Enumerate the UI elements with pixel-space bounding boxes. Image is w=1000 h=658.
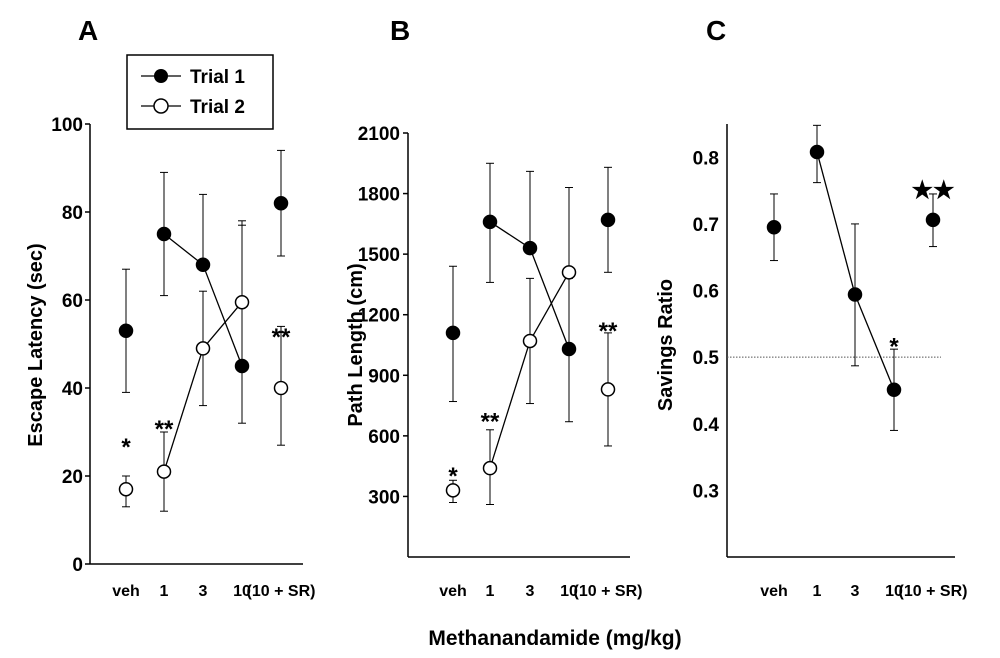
panel-c-x-tick-label: (10 + SR): [899, 583, 968, 600]
panel-a-significance-marker: **: [272, 324, 291, 351]
panel-c-series-1: [766, 124, 941, 431]
panel-a-letter: A: [78, 15, 98, 46]
panel-a-point-trial-1: [273, 195, 289, 211]
x-axis-label: Methanandamide (mg/kg): [428, 627, 681, 650]
panel-b-x-tick-label: 1: [486, 583, 495, 600]
panel-c-x-tick-label: 1: [813, 583, 822, 600]
panel-a-y-tick-label: 20: [62, 467, 83, 488]
panel-b-point-trial-1: [482, 214, 498, 230]
panel-a-point-trial-2: [118, 481, 134, 497]
panel-a-series-line: [163, 233, 204, 266]
panel-b-point-trial-1: [522, 240, 538, 256]
panel-a-series-line: [163, 348, 204, 472]
panel-b-y-tick-label: 1500: [358, 245, 400, 266]
panel-c-significance-marker: *: [889, 334, 899, 361]
panel-b-point-trial-2: [561, 265, 577, 280]
panel-b-x-tick-label: 3: [526, 583, 535, 600]
panel-a-significance-marker: **: [155, 416, 174, 443]
panel-c-point-trial-1: [886, 382, 902, 398]
panel-a-point-trial-1: [156, 226, 172, 242]
panel-a-y-tick-label: 0: [72, 555, 83, 576]
panel-b-point-trial-2: [522, 333, 538, 349]
panel-b-series-line: [489, 221, 531, 249]
panel-c-y-tick-label: 0.6: [693, 282, 719, 303]
panel-b-series-line: [529, 271, 570, 342]
panel-a-point-trial-2: [273, 380, 289, 396]
panel-a-point-trial-1: [195, 257, 211, 273]
legend: Trial 1 Trial 2: [126, 54, 274, 130]
panel-a-series-line: [202, 264, 243, 367]
panel-a-y-tick-label: 40: [62, 379, 83, 400]
panel-b-x-tick-label: (10 + SR): [574, 583, 643, 600]
panel-c-point-trial-1: [925, 212, 941, 228]
panel-a: A 0 20 40 60 80 100 veh 1 3 10(10 + SR) Escape Late…: [25, 15, 315, 600]
panel-c: C 0.3 0.4 0.5 0.6 0.7 0.8 veh 1 3 10(10 + SR) Savin…: [655, 15, 967, 600]
panel-c-letter: C: [706, 15, 726, 46]
panel-a-point-trial-1: [118, 323, 134, 339]
panel-b-y-tick-label: 2100: [358, 124, 400, 145]
panel-c-significance-marker: ★★: [911, 177, 955, 204]
panel-c-point-trial-1: [809, 144, 825, 160]
panel-a-series-2: [118, 224, 289, 512]
panel-a-point-trial-2: [156, 464, 172, 479]
panel-a-point-trial-1: [234, 358, 250, 374]
panel-b-y-tick-label: 1800: [358, 185, 400, 206]
panel-c-y-tick-label: 0.4: [693, 415, 720, 436]
panel-a-x-tick-label: veh: [112, 583, 140, 600]
panel-a-significance-marker: *: [121, 434, 131, 461]
panel-c-x-tick-label: 10: [885, 583, 903, 600]
panel-b-significance-marker: **: [481, 409, 500, 436]
panel-b-point-trial-2: [600, 382, 616, 397]
panel-a-y-tick-label: 60: [62, 291, 83, 312]
panel-c-point-trial-1: [766, 220, 782, 235]
legend-label-trial-2: Trial 2: [190, 97, 245, 118]
panel-b-series-2: [445, 187, 616, 506]
panel-a-x-tick-label: 3: [199, 583, 208, 600]
panel-a-x-tick-label: 1: [160, 583, 169, 600]
panel-b-point-trial-1: [445, 325, 461, 341]
panel-b-series-line: [489, 340, 531, 469]
panel-c-x-tick-label: 3: [851, 583, 860, 600]
panel-c-y-tick-label: 0.5: [693, 348, 720, 369]
panel-b-series-line: [529, 247, 570, 350]
panel-b-point-trial-2: [445, 483, 461, 498]
panel-b-y-tick-label: 300: [368, 487, 400, 508]
panel-b-y-axis-label: Path Length (cm): [345, 263, 367, 426]
panel-c-y-tick-label: 0.3: [693, 481, 719, 502]
panel-a-y-axis-label: Escape Latency (sec): [25, 243, 47, 446]
panel-b-point-trial-1: [561, 341, 577, 357]
panel-b-x-tick-label: veh: [439, 583, 467, 600]
panel-a-series-line: [202, 301, 243, 349]
panel-c-series-line: [854, 294, 895, 391]
panel-b-significance-marker: **: [599, 318, 618, 345]
panel-a-x-tick-label: 10: [233, 583, 251, 600]
panel-b-y-tick-label: 1200: [358, 306, 400, 327]
panel-b: B 300 600 900 1200 1500 1800 2100 veh 1 3 10(10 + S…: [345, 15, 642, 600]
panel-a-y-tick-label: 80: [62, 203, 83, 224]
panel-b-y-tick-label: 900: [368, 366, 400, 387]
panel-a-x-tick-label: (10 + SR): [247, 583, 316, 600]
panel-b-x-tick-label: 10: [560, 583, 578, 600]
panel-a-point-trial-2: [234, 294, 250, 310]
panel-a-point-trial-2: [195, 341, 211, 356]
panel-c-x-tick-label: veh: [760, 583, 788, 600]
panel-b-letter: B: [390, 15, 410, 46]
panel-b-point-trial-2: [482, 460, 498, 476]
legend-box: [126, 54, 274, 130]
panel-c-y-tick-label: 0.7: [693, 215, 719, 236]
panel-c-series-line: [816, 151, 856, 295]
panel-c-y-tick-label: 0.8: [693, 148, 719, 169]
panel-c-y-axis-label: Savings Ratio: [655, 279, 677, 411]
panel-b-series-1: [445, 162, 616, 423]
legend-label-trial-1: Trial 1: [190, 67, 245, 88]
panel-c-point-trial-1: [847, 287, 863, 302]
panel-a-y-tick-label: 100: [51, 115, 83, 136]
panel-b-y-tick-label: 600: [368, 427, 400, 448]
legend-marker-trial-1: [154, 69, 168, 83]
panel-b-point-trial-1: [600, 212, 616, 228]
panel-b-significance-marker: *: [448, 463, 458, 490]
legend-marker-trial-2: [153, 98, 169, 114]
